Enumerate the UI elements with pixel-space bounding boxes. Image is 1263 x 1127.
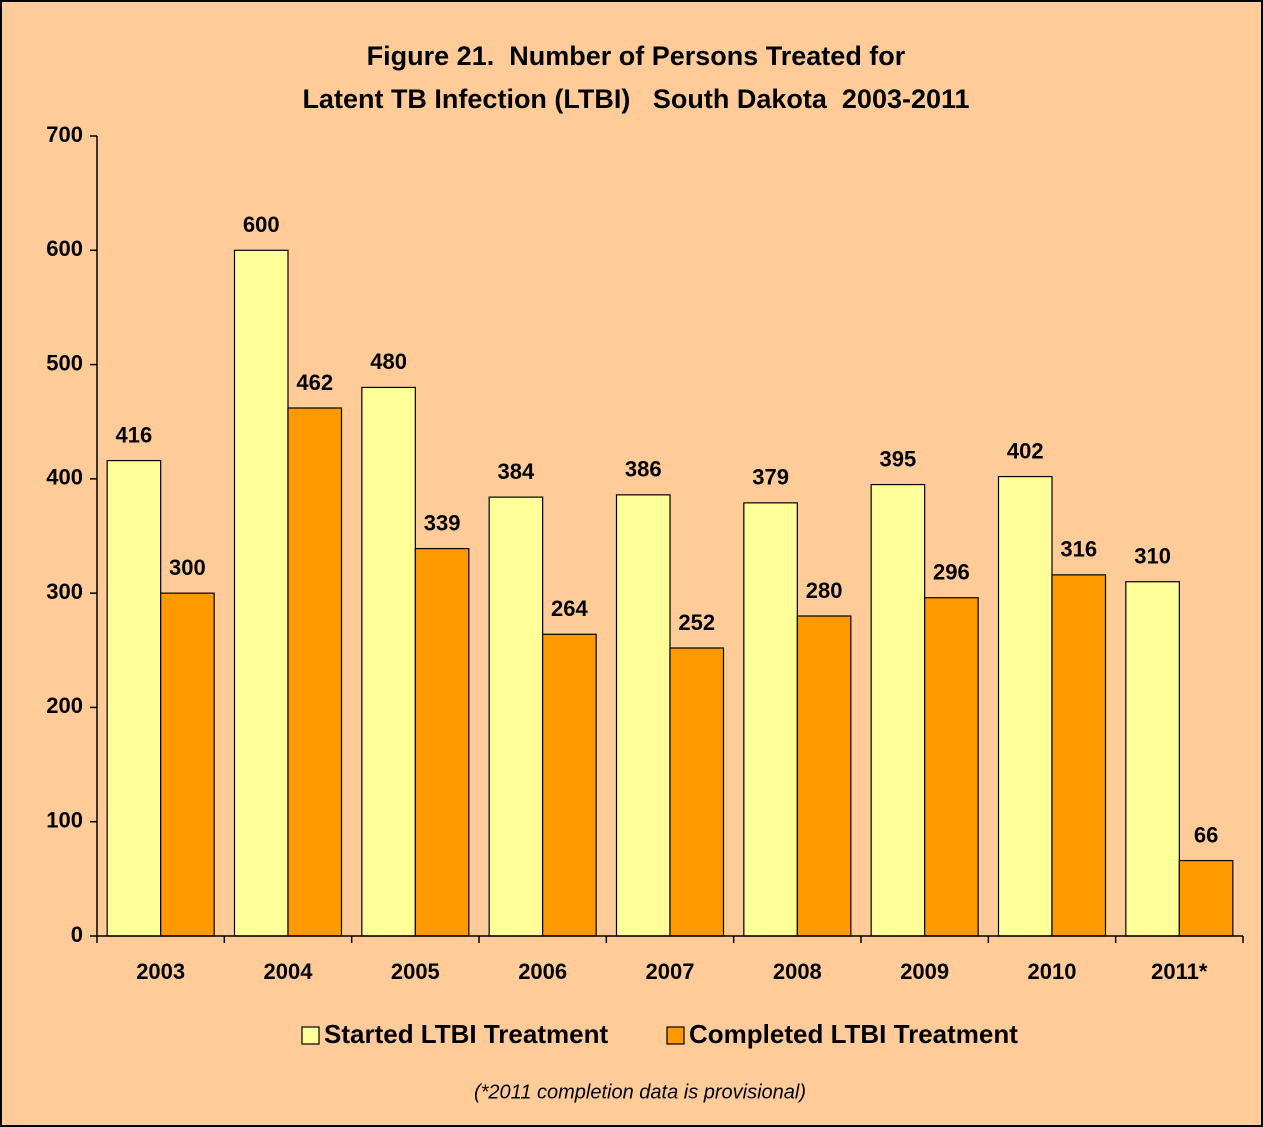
legend-swatch xyxy=(666,1026,685,1045)
bar xyxy=(160,592,215,937)
bar xyxy=(669,647,725,937)
bar xyxy=(1051,574,1107,937)
data-label: 252 xyxy=(678,610,715,635)
y-tick-label: 0 xyxy=(71,922,83,947)
data-label: 280 xyxy=(806,578,843,603)
data-label: 386 xyxy=(625,457,662,482)
legend-label: Started LTBI Treatment xyxy=(324,1019,608,1049)
bar xyxy=(743,502,798,937)
data-label: 600 xyxy=(243,212,280,237)
x-tick-label: 2008 xyxy=(773,959,822,984)
data-label: 402 xyxy=(1007,438,1044,463)
y-tick-label: 600 xyxy=(46,236,83,261)
data-label: 416 xyxy=(116,422,153,447)
y-tick-label: 200 xyxy=(46,693,83,718)
x-tick-label: 2010 xyxy=(1028,959,1077,984)
data-label: 462 xyxy=(296,370,333,395)
bar xyxy=(106,459,162,937)
y-tick-label: 700 xyxy=(46,122,83,147)
bar xyxy=(361,386,416,937)
data-label: 480 xyxy=(370,349,407,374)
x-tick-label: 2006 xyxy=(518,959,567,984)
x-tick-label: 2007 xyxy=(646,959,695,984)
chart-title: Latent TB Infection (LTBI) South Dakota … xyxy=(302,84,969,114)
data-label: 296 xyxy=(933,560,970,585)
bar xyxy=(542,633,597,937)
bar xyxy=(1178,859,1234,937)
bar xyxy=(615,494,671,937)
x-tick-label: 2011* xyxy=(1151,959,1208,984)
bar xyxy=(796,615,852,937)
y-tick-label: 500 xyxy=(46,350,83,375)
x-tick-label: 2004 xyxy=(264,959,314,984)
data-label: 395 xyxy=(880,446,917,471)
data-label: 384 xyxy=(498,459,535,484)
data-label: 310 xyxy=(1134,544,1171,569)
bar xyxy=(997,475,1053,937)
bar xyxy=(287,407,343,937)
bar xyxy=(488,496,544,937)
y-tick-label: 300 xyxy=(46,579,83,604)
annotation: (*2011 completion data is provisional) xyxy=(474,1081,806,1103)
x-tick-label: 2005 xyxy=(391,959,440,984)
chart-title: Figure 21. Number of Persons Treated for xyxy=(367,41,906,71)
data-label: 66 xyxy=(1194,822,1218,847)
y-tick-label: 400 xyxy=(46,465,83,490)
legend-swatch xyxy=(301,1026,320,1045)
x-tick-label: 2009 xyxy=(900,959,949,984)
bar xyxy=(233,249,289,937)
data-label: 339 xyxy=(424,510,461,535)
x-tick-label: 2003 xyxy=(136,959,185,984)
bar xyxy=(414,547,470,937)
data-label: 316 xyxy=(1060,537,1097,562)
y-tick-label: 100 xyxy=(46,808,83,833)
legend-label: Completed LTBI Treatment xyxy=(689,1019,1018,1049)
data-label: 264 xyxy=(551,596,588,621)
data-label: 300 xyxy=(169,555,206,580)
bar xyxy=(924,597,979,937)
data-label: 379 xyxy=(752,465,789,490)
bar xyxy=(1125,581,1180,937)
bar xyxy=(870,483,926,937)
